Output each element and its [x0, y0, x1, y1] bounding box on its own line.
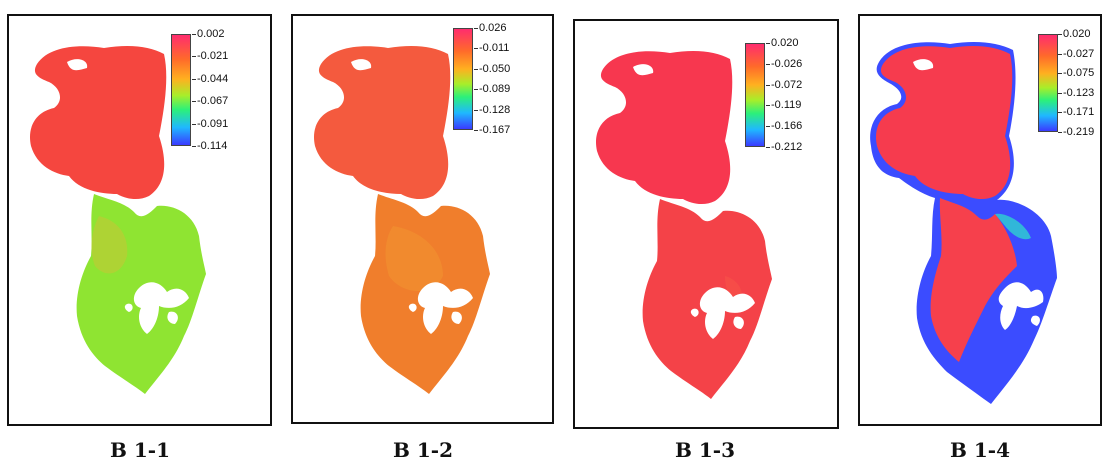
panel-b1-2: 0.026 -0.011 -0.050 -0.089 -0.128 -0.167	[291, 14, 554, 424]
colorbar-tick: -0.123	[1057, 87, 1095, 99]
island-2	[1030, 315, 1040, 326]
lake-inlet	[351, 59, 372, 71]
lake-inlet	[913, 59, 934, 71]
lake-shape	[313, 46, 490, 394]
lake-mix	[995, 213, 1031, 240]
colorbar-tick: 0.020	[766, 37, 799, 49]
island-3	[690, 308, 699, 317]
colorbar	[171, 34, 191, 146]
colorbar-tick: -0.021	[191, 50, 229, 62]
caption-b1-2: B 1-2	[393, 438, 453, 462]
lake-map-b1-1	[29, 46, 207, 394]
colorbar-tick: -0.050	[473, 63, 511, 75]
colorbar-tick: 0.020	[1058, 28, 1091, 40]
lake-lower	[930, 198, 1017, 362]
colorbar-tick: -0.171	[1057, 106, 1095, 118]
lake-mix	[91, 216, 128, 274]
island-3	[408, 303, 417, 312]
colorbar-tick: -0.011	[473, 42, 510, 54]
lake-inlet	[67, 59, 88, 71]
lake-map-b1-4	[870, 42, 1057, 404]
colorbar-tick: -0.219	[1057, 126, 1095, 138]
lake-upper	[595, 51, 733, 205]
island-1	[699, 287, 755, 339]
panel-b1-1: 0.002 -0.021 -0.044 -0.067 -0.091 -0.114	[7, 14, 272, 426]
island-1	[998, 282, 1044, 330]
island-2	[733, 316, 744, 329]
colorbar-tick: -0.114	[191, 140, 228, 152]
colorbar-tick: -0.067	[191, 95, 229, 107]
lake-shape	[595, 51, 772, 399]
lake-upper	[313, 46, 451, 200]
colorbar-tick: -0.075	[1057, 67, 1095, 79]
lake-mix	[385, 226, 443, 291]
colorbar-tick: 0.002	[192, 28, 225, 40]
caption-b1-1: B 1-1	[110, 438, 170, 462]
island-2	[167, 311, 178, 324]
lake-upper	[875, 46, 1013, 200]
island-1	[417, 282, 473, 334]
colorbar	[453, 28, 473, 130]
caption-b1-3: B 1-3	[675, 438, 735, 462]
lake-shape	[870, 42, 1057, 404]
colorbar-tick: -0.167	[473, 124, 511, 136]
colorbar-tick: -0.044	[191, 73, 229, 85]
colorbar-tick: -0.089	[473, 83, 511, 95]
lake-map-b1-3	[595, 51, 772, 399]
colorbar-tick: -0.026	[765, 58, 803, 70]
island-2	[451, 311, 462, 324]
colorbar-tick: -0.119	[765, 99, 802, 111]
caption-b1-4: B 1-4	[950, 438, 1010, 462]
colorbar-tick: -0.128	[473, 104, 511, 116]
colorbar-tick: -0.027	[1057, 48, 1095, 60]
island-1	[133, 282, 189, 334]
panel-b1-4: 0.020 -0.027 -0.075 -0.123 -0.171 -0.219	[858, 14, 1102, 426]
colorbar-tick: -0.091	[191, 118, 229, 130]
colorbar	[1038, 34, 1058, 132]
panel-b1-3: 0.020 -0.026 -0.072 -0.119 -0.166 -0.212	[573, 19, 839, 429]
lake-map-b1-2	[313, 46, 490, 394]
lake-upper	[29, 46, 167, 200]
colorbar-tick: -0.212	[765, 141, 803, 153]
colorbar	[745, 43, 765, 147]
colorbar-tick: 0.026	[474, 22, 507, 34]
colorbar-tick: -0.166	[765, 120, 803, 132]
island-3	[124, 303, 133, 312]
lake-shape	[29, 46, 207, 394]
colorbar-tick: -0.072	[765, 79, 803, 91]
lake-inlet	[633, 64, 654, 76]
